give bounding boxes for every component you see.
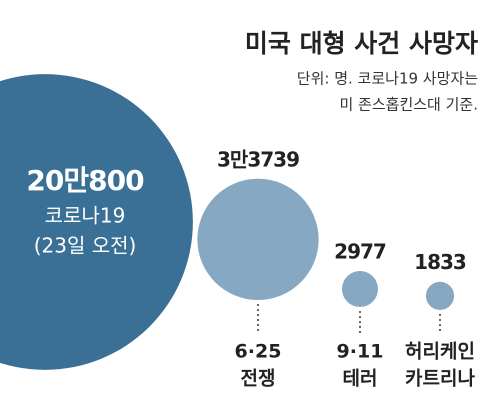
value-label: 20만800 (26, 164, 144, 197)
category-label: 6·25 (235, 341, 282, 363)
category-label: 허리케인 (405, 341, 475, 363)
category-label: 전쟁 (241, 368, 276, 390)
value-label: 3만3739 (217, 147, 299, 171)
chart-subtitle: 미 존스홉킨스대 기준. (339, 96, 478, 114)
value-label: 2977 (334, 239, 386, 263)
category-label: 코로나19 (45, 204, 126, 228)
category-label: 테러 (343, 368, 378, 390)
bubble (425, 281, 455, 310)
category-label: (23일 오전) (34, 234, 137, 258)
bubble (0, 74, 193, 370)
category-label: 카트리나 (405, 368, 475, 390)
category-label: 9·11 (337, 341, 384, 363)
bubble (197, 178, 319, 300)
value-label: 1833 (414, 250, 466, 274)
bubble (341, 270, 379, 307)
chart-title: 미국 대형 사건 사망자 (245, 29, 478, 58)
chart-subtitle: 단위: 명. 코로나19 사망자는 (297, 70, 478, 88)
